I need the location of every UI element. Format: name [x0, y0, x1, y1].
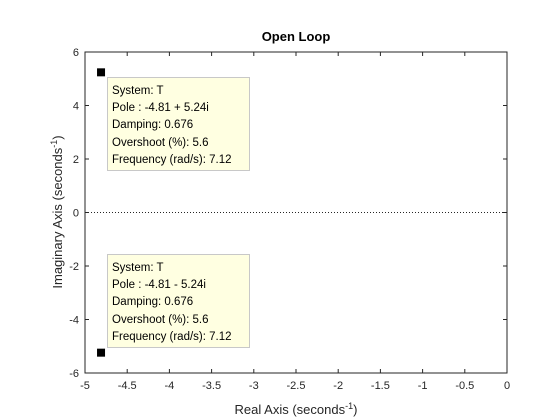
datatip-frequency: Frequency (rad/s): 7.12: [112, 153, 232, 166]
x-tick-label: -2.5: [287, 380, 306, 392]
y-tick-label: 0: [73, 208, 79, 220]
x-axis-tick-labels: -5 -4.5 -4 -3.5 -3 -2.5 -2 -1.5 -1 -0.5 0: [80, 380, 510, 392]
datatip-lower-pole[interactable]: System: T Pole : -4.81 - 5.24i Damping: …: [107, 254, 250, 348]
x-tick-label: -4: [165, 380, 175, 392]
datatip-system: System: T: [112, 262, 164, 274]
y-tick-label: -6: [69, 368, 79, 380]
pole-marker: [97, 68, 106, 77]
x-tick-label: -0.5: [455, 380, 474, 392]
x-tick-label: -1.5: [371, 380, 390, 392]
y-axis-tick-labels: -6 -4 -2 0 2 4 6: [69, 47, 79, 380]
y-tick-label: 2: [73, 154, 79, 166]
pole-marker: [97, 348, 106, 357]
x-tick-label: -2: [333, 380, 343, 392]
datatip-damping: Damping: 0.676: [112, 296, 194, 309]
datatip-overshoot: Overshoot (%): 5.6: [112, 136, 209, 149]
chart-title: Open Loop: [262, 29, 331, 44]
x-tick-label: -3.5: [202, 380, 221, 392]
datatip-system: System: T: [112, 85, 164, 97]
datatip-pole: Pole : -4.81 - 5.24i: [112, 279, 206, 292]
x-axis-label-close: ): [353, 402, 357, 417]
x-tick-label: -5: [80, 380, 90, 392]
x-axis-label-exponent: -1: [345, 401, 353, 411]
datatip-pole: Pole : -4.81 + 5.24i: [112, 102, 209, 115]
y-axis-label: Imaginary Axis (seconds-1): [49, 135, 65, 288]
pole-markers: [97, 68, 106, 357]
datatip-upper-pole[interactable]: System: T Pole : -4.81 + 5.24i Damping: …: [107, 77, 250, 171]
y-axis-label-exponent: -1: [49, 140, 59, 148]
x-axis-label-text: Real Axis (seconds: [235, 402, 346, 417]
y-tick-label: -4: [69, 315, 79, 327]
y-tick-label: 4: [73, 101, 79, 113]
y-tick-label: -2: [69, 261, 79, 273]
datatip-overshoot: Overshoot (%): 5.6: [112, 313, 209, 326]
x-tick-label: 0: [504, 380, 510, 392]
y-axis-label-close: ): [50, 135, 65, 139]
x-tick-label: -4.5: [118, 380, 137, 392]
x-axis-label: Real Axis (seconds-1): [235, 401, 358, 417]
y-tick-label: 6: [73, 47, 79, 59]
plot-frame: [84, 51, 508, 374]
x-tick-label: -3: [249, 380, 259, 392]
y-axis-label-text: Imaginary Axis (seconds: [50, 147, 65, 288]
datatip-damping: Damping: 0.676: [112, 119, 194, 132]
datatip-frequency: Frequency (rad/s): 7.12: [112, 330, 232, 343]
x-tick-label: -1: [418, 380, 428, 392]
